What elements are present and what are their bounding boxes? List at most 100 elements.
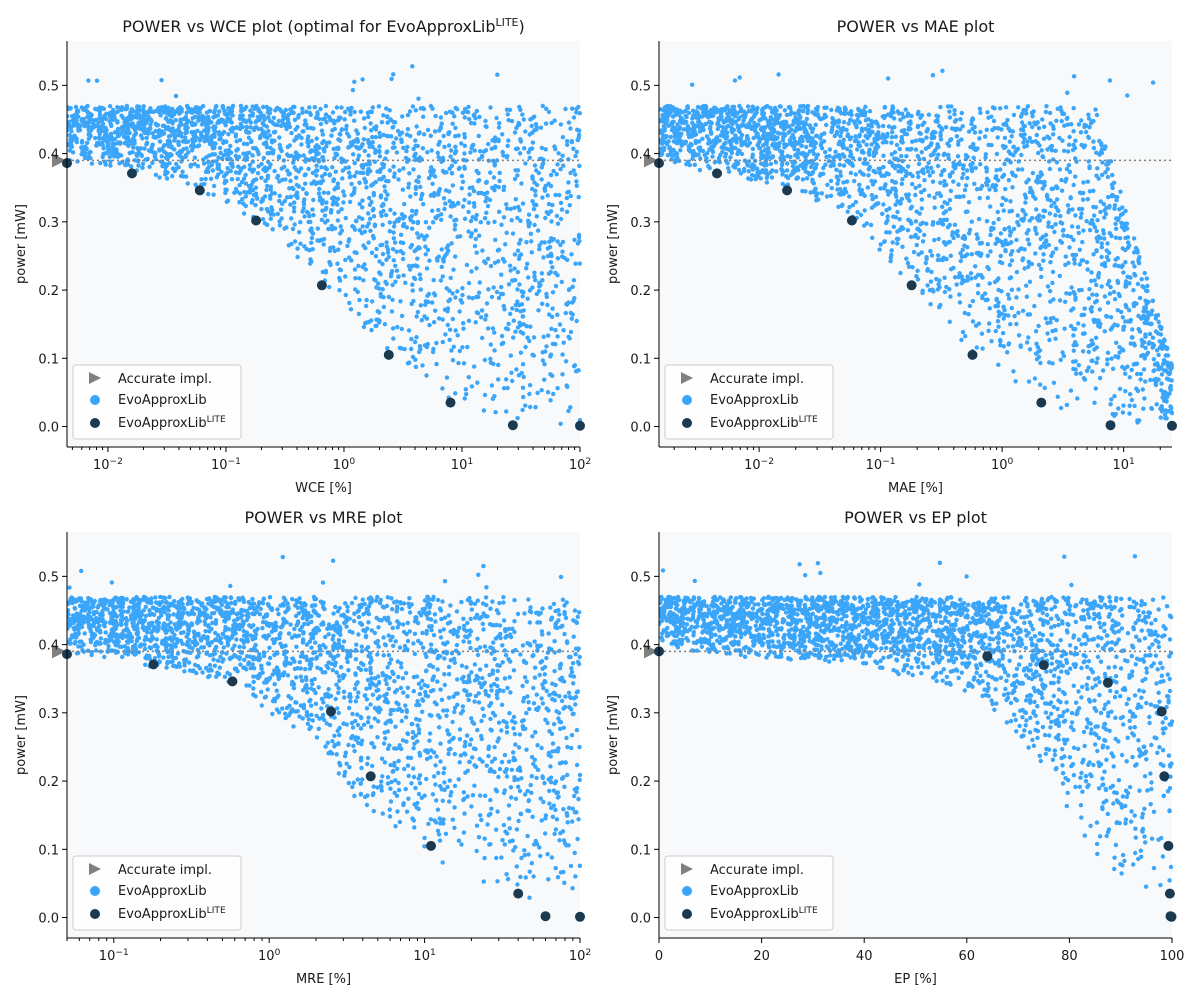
evo-point [1081,145,1087,150]
evo-point [265,183,270,189]
evo-point [372,277,377,282]
evo-point [540,103,545,109]
evo-point [165,138,171,144]
evo-point [972,181,977,186]
evo-point [1048,145,1053,150]
evo-point [837,139,842,144]
evo-point [939,125,944,131]
evo-point [668,134,673,140]
evo-point [216,155,221,160]
evo-point [818,136,823,141]
evo-point [97,116,103,121]
evo-point [433,308,438,313]
evo-point [286,121,291,126]
evo-point [416,96,421,101]
evo-point [377,270,382,275]
evo-point [257,117,262,123]
evo-point [544,106,549,112]
evo-point [367,202,373,207]
evo-point [360,264,365,270]
evo-point [410,288,415,293]
evo-point [411,167,416,172]
evo-point [957,271,962,276]
evo-point [405,112,411,118]
evo-point [979,331,985,336]
evo-point [438,115,444,120]
evo-point [1018,246,1023,251]
evo-point [899,196,905,202]
evo-point [545,193,550,198]
evo-point [228,111,233,117]
evo-point [277,179,282,184]
evo-point [388,207,393,213]
evo-point [190,137,195,142]
evo-point [505,385,510,391]
evo-point [976,216,982,222]
evo-point [745,136,751,142]
evo-point [1002,307,1007,313]
evo-point [160,131,165,137]
evo-point [779,166,784,172]
evo-point [262,117,267,123]
evo-point [320,155,325,160]
evo-point [452,227,457,232]
evo-point [839,129,844,135]
evo-point [399,138,404,144]
evo-point [790,132,795,138]
evo-point [947,287,952,292]
evo-point [998,337,1003,343]
evo-point [890,186,895,191]
evo-point [434,361,439,367]
evo-point [407,171,412,176]
evo-point [460,292,465,298]
evo-point [212,124,217,129]
evo-point [534,202,539,208]
evo-point [488,170,493,175]
evo-point [185,105,191,111]
evo-point [416,179,421,185]
evo-point [1087,165,1092,171]
evo-point [969,276,974,281]
evo-point [732,162,737,167]
evo-point [1040,154,1045,159]
evo-point [418,196,424,202]
evo-point [744,160,750,165]
evo-point [669,127,675,133]
evo-point [525,296,530,301]
evo-point [836,124,841,129]
evo-point [430,208,435,213]
evo-point [110,110,115,115]
evo-point [958,251,963,256]
evo-point [465,344,470,350]
evo-point [355,139,361,144]
evo-point [497,178,502,184]
evo-point [794,125,799,130]
evo-point [125,162,131,167]
evo-point [86,78,91,83]
evo-point [337,275,342,281]
evo-point [1135,281,1141,287]
evo-point [309,226,314,231]
evo-point [429,165,434,170]
evo-point [899,181,904,186]
evo-point [404,225,409,230]
evo-point [229,120,234,125]
evo-point [935,220,941,226]
evo-point [483,260,488,266]
evo-point [712,160,718,165]
evo-point [524,240,529,245]
evo-point [1093,386,1099,391]
evo-point [833,149,838,154]
evo-point [140,161,146,166]
evo-point [449,241,454,246]
evo-point [1099,241,1105,246]
evo-point [253,177,259,182]
evo-point [985,195,990,200]
evo-point [370,134,375,140]
evo-point [1162,398,1167,403]
evo-point [433,216,439,221]
evo-point [955,229,960,234]
evo-point [1059,188,1065,193]
evo-point [325,218,330,223]
evo-point [270,227,275,232]
